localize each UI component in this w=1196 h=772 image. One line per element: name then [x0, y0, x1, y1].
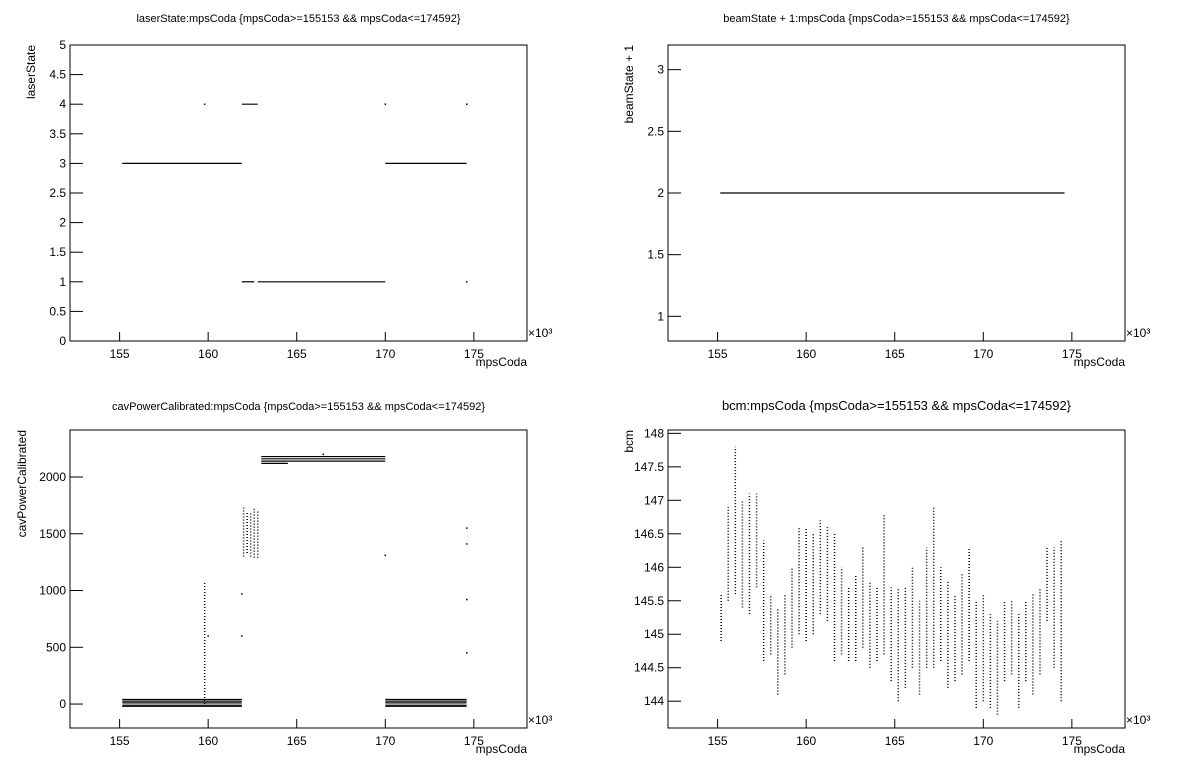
y-tick-label: 0 — [59, 334, 66, 348]
y-axis-title: laserState — [24, 45, 38, 99]
data-point — [466, 103, 468, 105]
data-point — [466, 652, 468, 654]
y-tick-label: 1 — [59, 275, 66, 289]
chart-title: cavPowerCalibrated:mpsCoda {mpsCoda>=155… — [112, 401, 485, 413]
plot-frame — [667, 429, 1126, 729]
y-axis-title: beamState + 1 — [622, 45, 636, 124]
y-tick-label: 146.5 — [634, 527, 664, 541]
y-tick-label: 4 — [59, 97, 66, 111]
y-tick-label: 146 — [644, 560, 664, 574]
x-axis-title: mpsCoda — [1074, 355, 1126, 369]
x-tick-label: 165 — [885, 347, 905, 361]
plot-frame — [69, 429, 528, 729]
y-tick-label: 2000 — [39, 470, 66, 484]
y-tick-label: 0 — [59, 697, 66, 711]
y-tick-label: 1 — [657, 309, 664, 323]
y-tick-label: 147.5 — [634, 460, 664, 474]
x-tick-label: 170 — [973, 734, 993, 748]
data-point — [466, 527, 468, 529]
x-tick-label: 175 — [464, 347, 484, 361]
x-axis-title: mpsCoda — [476, 742, 528, 756]
data-point — [241, 635, 243, 637]
x-tick-label: 170 — [375, 347, 395, 361]
y-tick-label: 4.5 — [49, 68, 66, 82]
data-point — [384, 554, 387, 557]
x-tick-label: 160 — [198, 347, 218, 361]
x-exponent: ×10³ — [528, 713, 552, 727]
y-tick-label: 3.5 — [49, 127, 66, 141]
data-point — [466, 598, 468, 601]
x-tick-label: 175 — [464, 734, 484, 748]
y-tick-label: 144.5 — [634, 661, 664, 675]
x-tick-label: 165 — [287, 347, 307, 361]
y-tick-label: 500 — [46, 640, 66, 654]
x-tick-label: 155 — [110, 347, 130, 361]
y-tick-label: 2 — [657, 186, 664, 200]
x-tick-label: 165 — [885, 734, 905, 748]
y-tick-label: 148 — [644, 426, 664, 440]
x-tick-label: 160 — [796, 347, 816, 361]
y-tick-label: 147 — [644, 493, 664, 507]
y-tick-label: 145.5 — [634, 594, 664, 608]
x-tick-label: 155 — [708, 347, 728, 361]
data-point — [466, 281, 468, 283]
x-tick-label: 170 — [973, 347, 993, 361]
y-tick-label: 0.5 — [49, 304, 66, 318]
y-tick-label: 1.5 — [647, 248, 664, 262]
y-axis-title: cavPowerCalibrated — [15, 430, 29, 537]
x-tick-label: 170 — [375, 734, 395, 748]
y-tick-label: 1500 — [39, 527, 66, 541]
y-tick-label: 1000 — [39, 584, 66, 598]
x-tick-label: 175 — [1062, 734, 1082, 748]
x-tick-label: 165 — [287, 734, 307, 748]
data-point — [241, 593, 243, 595]
y-tick-label: 3 — [59, 156, 66, 170]
data-point — [466, 543, 468, 545]
y-tick-label: 5 — [59, 38, 66, 52]
x-exponent: ×10³ — [1126, 326, 1150, 340]
x-tick-label: 160 — [796, 734, 816, 748]
chart-title: beamState + 1:mpsCoda {mpsCoda>=155153 &… — [723, 13, 1070, 25]
y-tick-label: 1.5 — [49, 245, 66, 259]
x-tick-label: 155 — [110, 734, 130, 748]
x-tick-label: 155 — [708, 734, 728, 748]
data-point — [207, 635, 209, 637]
x-exponent: ×10³ — [1126, 713, 1150, 727]
data-point — [322, 453, 325, 456]
y-tick-label: 145 — [644, 627, 664, 641]
y-tick-label: 3 — [657, 63, 664, 77]
y-axis-title: bcm — [622, 430, 636, 453]
x-exponent: ×10³ — [528, 326, 552, 340]
x-axis-title: mpsCoda — [476, 355, 528, 369]
plot-frame — [69, 44, 528, 342]
x-tick-label: 175 — [1062, 347, 1082, 361]
data-point — [384, 103, 387, 105]
x-tick-label: 160 — [198, 734, 218, 748]
y-tick-label: 2.5 — [647, 124, 664, 138]
x-axis-title: mpsCoda — [1074, 742, 1126, 756]
chart-title: bcm:mpsCoda {mpsCoda>=155153 && mpsCoda<… — [722, 398, 1072, 413]
y-tick-label: 144 — [644, 694, 664, 708]
chart-title: laserState:mpsCoda {mpsCoda>=155153 && m… — [136, 13, 460, 25]
y-tick-label: 2 — [59, 216, 66, 230]
y-tick-label: 2.5 — [49, 186, 66, 200]
